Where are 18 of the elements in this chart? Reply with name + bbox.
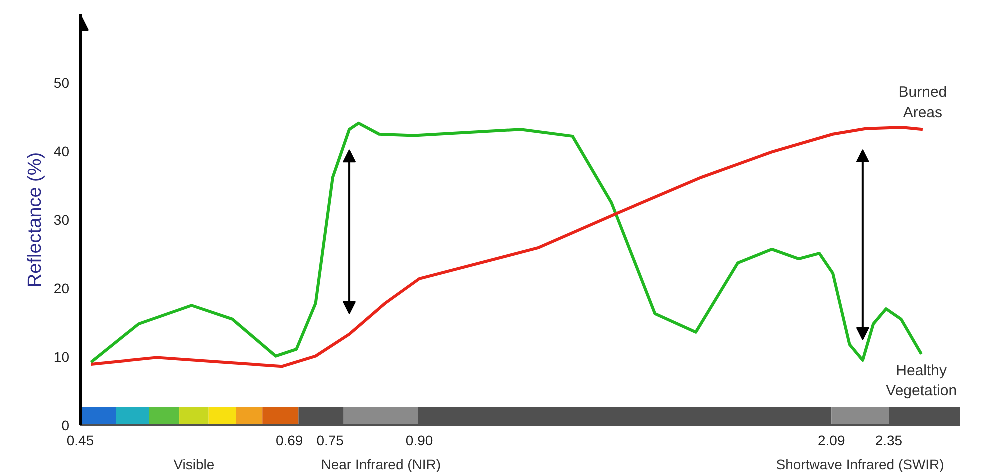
y-tick-label: 20: [54, 280, 70, 296]
series-label: Burned Areas: [898, 84, 948, 122]
x-tick-label: 2.35: [875, 432, 903, 448]
y-tick-label: 30: [54, 212, 70, 228]
band-label: Near Infrared (NIR): [321, 456, 442, 472]
series-label: Healthy Vegetation: [886, 362, 958, 400]
x-tick-label: 0.90: [406, 432, 434, 448]
x-tick-label: 0.45: [66, 432, 94, 448]
y-tick-label: 0: [62, 418, 70, 434]
y-axis-title: Reflectance (%): [24, 152, 46, 288]
band-label: Shortwave Infrared (SWIR): [776, 456, 944, 472]
y-tick-label: 10: [54, 349, 70, 365]
band-label: Visible: [174, 456, 215, 472]
x-tick-label: 0.69: [276, 432, 304, 448]
x-tick-label: 2.09: [818, 432, 846, 448]
y-tick-label: 50: [54, 75, 70, 91]
x-tick-label: 0.75: [316, 432, 344, 448]
y-tick-label: 40: [54, 144, 70, 160]
